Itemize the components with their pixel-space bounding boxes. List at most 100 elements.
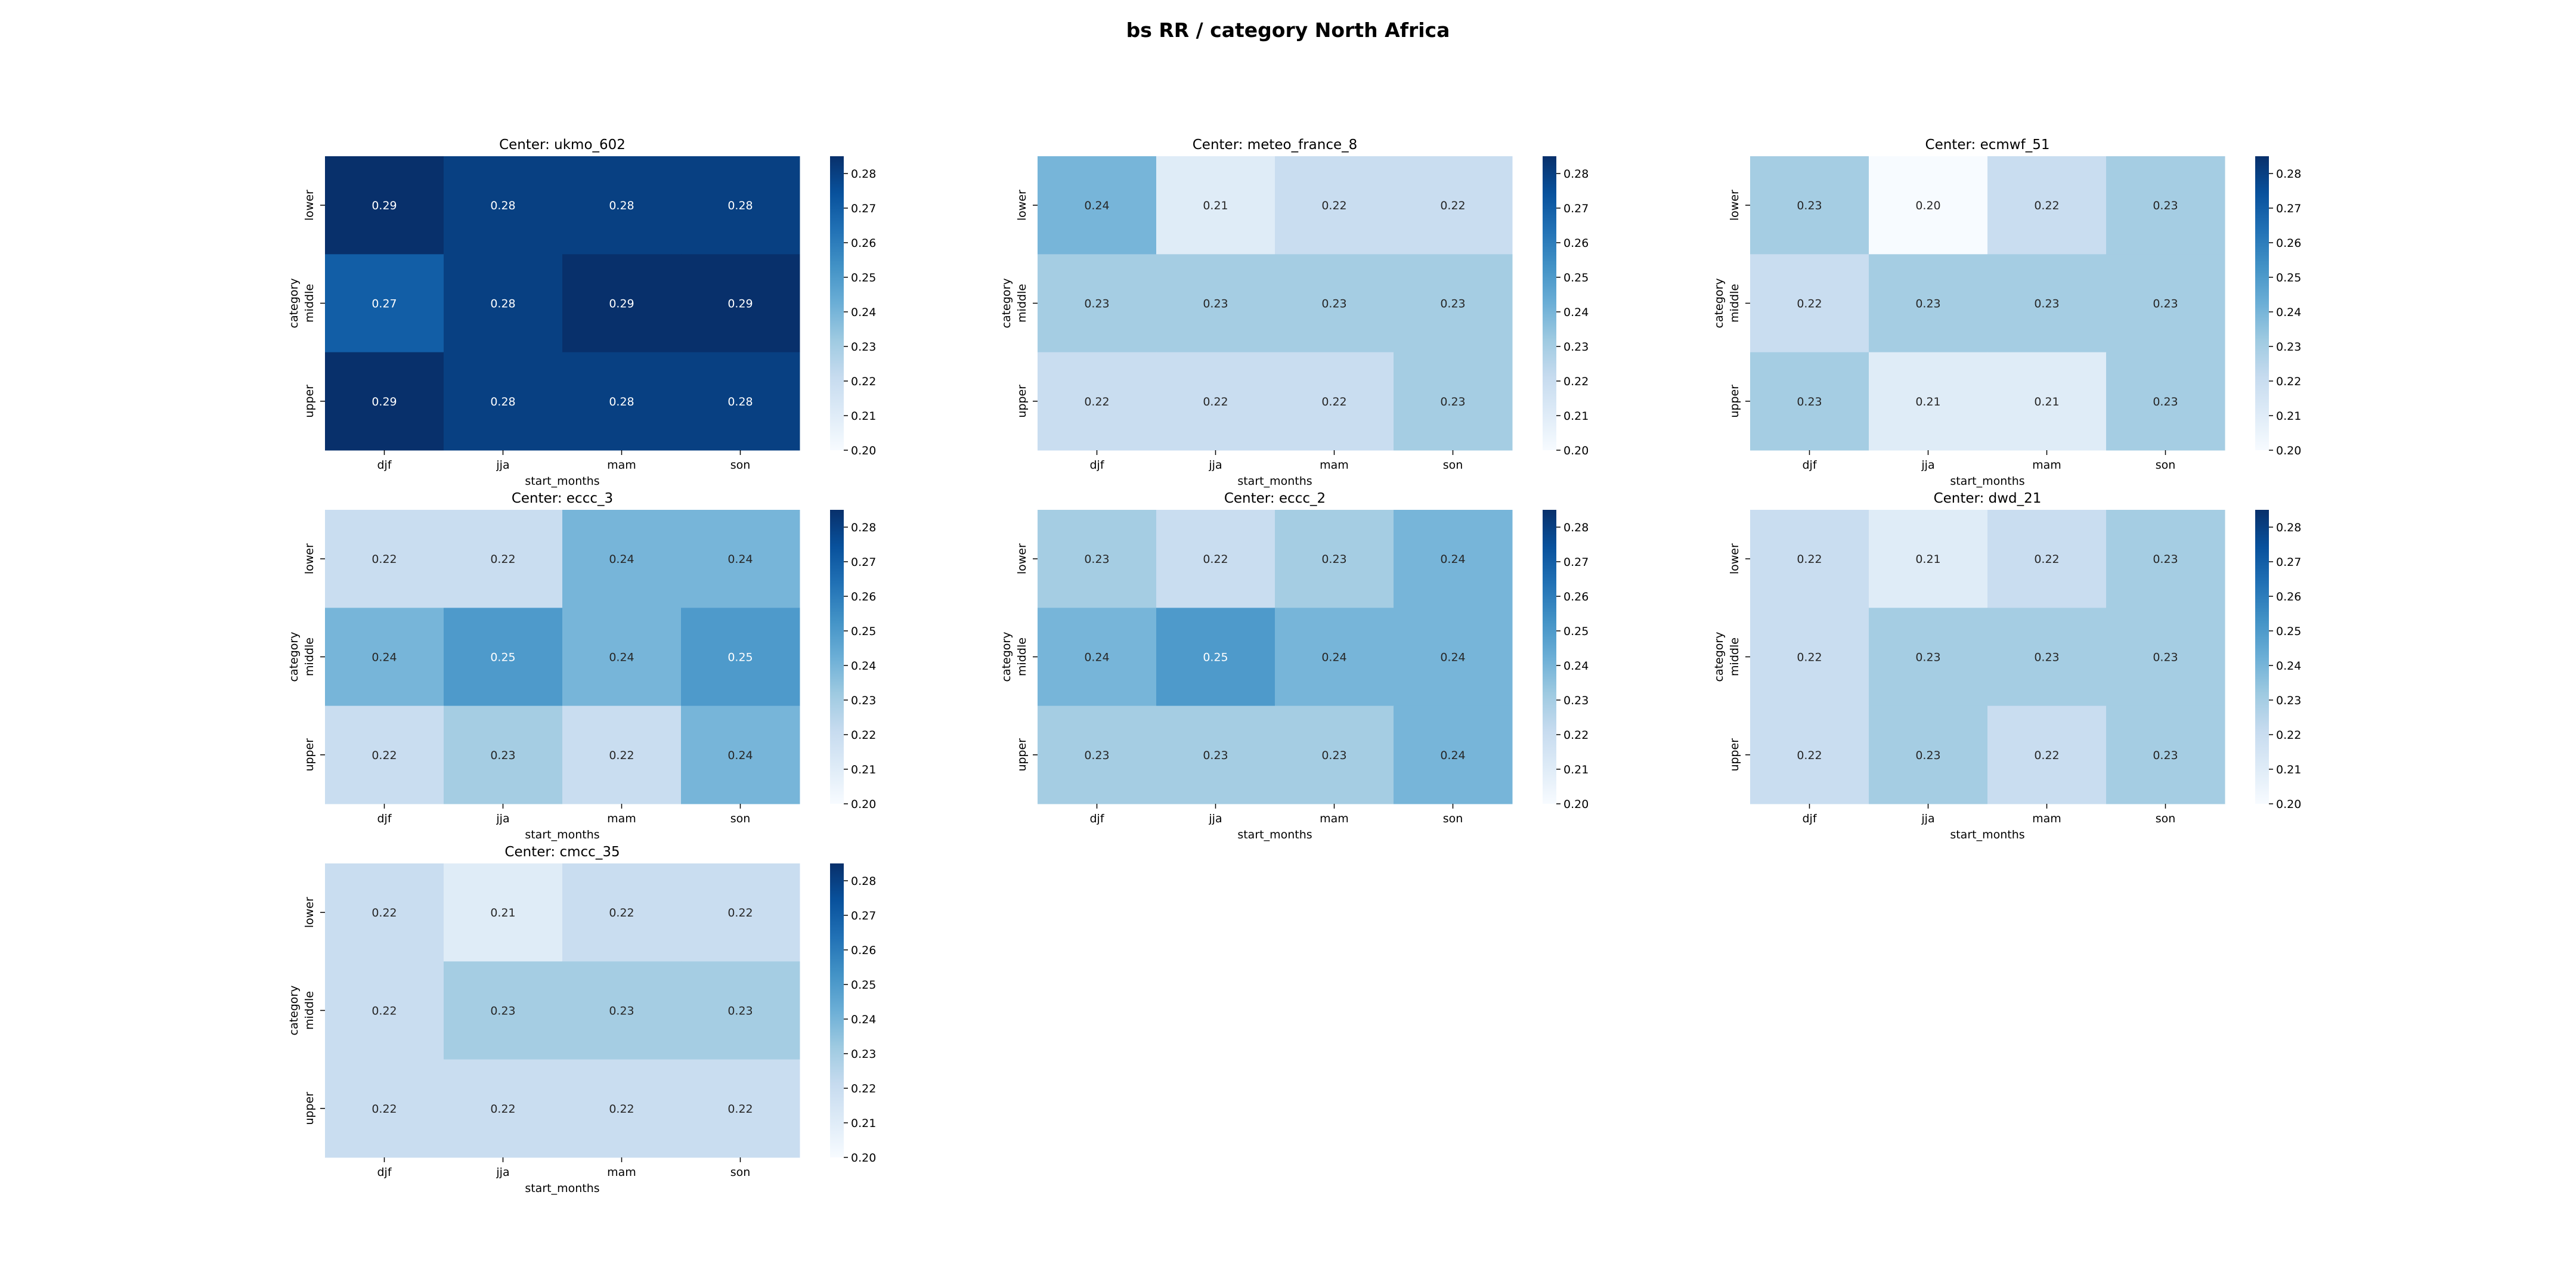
y-tick-label: lower (1728, 543, 1741, 574)
x-axis-label: start_months (1237, 475, 1312, 488)
colorbar-tick-label: 0.27 (2276, 202, 2301, 215)
heatmap-cell (1275, 510, 1394, 608)
y-tick-label: lower (1728, 190, 1741, 221)
colorbar-tick-label: 0.24 (851, 1013, 876, 1026)
heatmap-panel-3: Center: ecmwf_51 0.23 0.20 0.22 0.23 0.22 0.23… (1713, 137, 2301, 488)
heatmap-cell (562, 608, 682, 707)
cell-value-label: 0.28 (490, 395, 515, 408)
cell-value-label: 0.29 (727, 298, 753, 311)
colorbar-tick-label: 0.20 (2276, 444, 2301, 457)
heatmap-panel-2: Center: meteo_france_8 0.24 0.21 0.22 0.22 0.… (1000, 137, 1589, 488)
cell-value-label: 0.28 (609, 395, 634, 408)
x-tick-label: mam (607, 812, 636, 825)
heatmap-cell (1750, 352, 1869, 451)
x-axis-label: start_months (525, 828, 599, 841)
y-axis-label: category (287, 278, 301, 329)
heatmap-cell (562, 863, 682, 962)
heatmap-cell (444, 156, 563, 255)
colorbar-tick-label: 0.20 (851, 798, 876, 811)
heatmap-cell (444, 863, 563, 962)
y-tick-label: middle (303, 991, 316, 1030)
heatmap-cell (1275, 352, 1394, 451)
x-tick-label: mam (1320, 459, 1349, 472)
colorbar-tick-label: 0.20 (1563, 444, 1589, 457)
cell-value-label: 0.24 (371, 651, 397, 664)
heatmap-cell (325, 863, 444, 962)
colorbar-tick-label: 0.25 (851, 979, 876, 992)
colorbar-tick-label: 0.25 (851, 271, 876, 284)
colorbar (830, 156, 844, 450)
colorbar-tick-label: 0.23 (2276, 340, 2301, 354)
colorbar-tick-label: 0.20 (2276, 798, 2301, 811)
x-tick-label: mam (2032, 459, 2061, 472)
cell-value-label: 0.23 (1440, 298, 1465, 311)
y-tick-label: middle (1015, 284, 1029, 323)
colorbar-tick-label: 0.25 (2276, 271, 2301, 284)
heatmap-cell (681, 254, 800, 353)
colorbar-tick-label: 0.23 (851, 1048, 876, 1061)
colorbar-tick-label: 0.28 (1563, 168, 1589, 181)
colorbar-tick-label: 0.27 (851, 909, 876, 922)
cell-value-label: 0.23 (2153, 199, 2178, 212)
cell-value-label: 0.23 (2153, 749, 2178, 762)
y-tick-label: middle (1728, 284, 1741, 323)
colorbar-tick-label: 0.22 (2276, 375, 2301, 388)
cell-value-label: 0.22 (727, 1103, 753, 1116)
x-tick-label: djf (1089, 812, 1104, 825)
cell-value-label: 0.23 (1084, 298, 1109, 311)
heatmap-cell (1156, 352, 1275, 451)
x-tick-label: mam (607, 1166, 636, 1179)
colorbar (830, 863, 844, 1157)
heatmap-cell (681, 156, 800, 255)
colorbar-tick-label: 0.27 (851, 202, 876, 215)
heatmap-cell (562, 1059, 682, 1158)
colorbar-tick-label: 0.22 (851, 375, 876, 388)
y-axis-label: category (1713, 278, 1726, 329)
figure-title: bs RR / category North Africa (1126, 18, 1450, 42)
cell-value-label: 0.22 (1797, 298, 1822, 311)
colorbar-tick-label: 0.24 (2276, 306, 2301, 319)
y-tick-label: lower (303, 543, 316, 574)
heatmap-cell (681, 510, 800, 608)
x-tick-label: djf (1802, 812, 1817, 825)
colorbar-tick-label: 0.26 (2276, 237, 2301, 250)
cell-value-label: 0.21 (2034, 395, 2059, 408)
heatmap-panel-5: Center: eccc_2 0.23 0.22 0.23 0.24 0.24 0.25 0.… (1000, 491, 1589, 841)
x-tick-label: son (2156, 812, 2176, 825)
heatmap-cell (562, 254, 682, 353)
heatmap-cell (2106, 608, 2225, 707)
heatmap-cell (1869, 156, 1988, 255)
heatmap-cell (1987, 254, 2107, 353)
heatmap-cell (1038, 510, 1157, 608)
heatmap-cell (444, 705, 563, 804)
cell-value-label: 0.22 (490, 553, 515, 566)
x-tick-label: djf (377, 1166, 392, 1179)
heatmap-cell (1275, 705, 1394, 804)
cell-value-label: 0.28 (490, 298, 515, 311)
heatmap-cell (681, 1059, 800, 1158)
heatmap-panel-1: Center: ukmo_602 0.29 0.28 0.28 0.28 0.27 0.28… (287, 137, 876, 488)
colorbar-tick-label: 0.23 (1563, 340, 1589, 354)
heatmap-cell (1394, 156, 1513, 255)
colorbar-tick-label: 0.25 (851, 625, 876, 638)
heatmap-cell (562, 705, 682, 804)
cell-value-label: 0.23 (2153, 395, 2178, 408)
cell-value-label: 0.22 (1321, 395, 1346, 408)
cell-value-label: 0.24 (609, 651, 634, 664)
x-axis-label: start_months (1950, 828, 2024, 841)
x-axis-label: start_months (1950, 475, 2024, 488)
cell-value-label: 0.20 (1915, 199, 1940, 212)
y-tick-label: upper (303, 385, 316, 418)
heatmap-cell (2106, 254, 2225, 353)
heatmap-cell (444, 352, 563, 451)
colorbar-tick-label: 0.28 (2276, 521, 2301, 534)
cell-value-label: 0.23 (2153, 298, 2178, 311)
y-tick-label: upper (1015, 385, 1029, 418)
y-axis-label: category (287, 632, 301, 682)
colorbar-tick-label: 0.27 (851, 556, 876, 569)
cell-value-label: 0.24 (1084, 199, 1109, 212)
heatmap-cell (1987, 705, 2107, 804)
cell-value-label: 0.22 (2034, 749, 2059, 762)
x-tick-label: jja (1208, 812, 1222, 825)
colorbar-tick-label: 0.22 (1563, 375, 1589, 388)
